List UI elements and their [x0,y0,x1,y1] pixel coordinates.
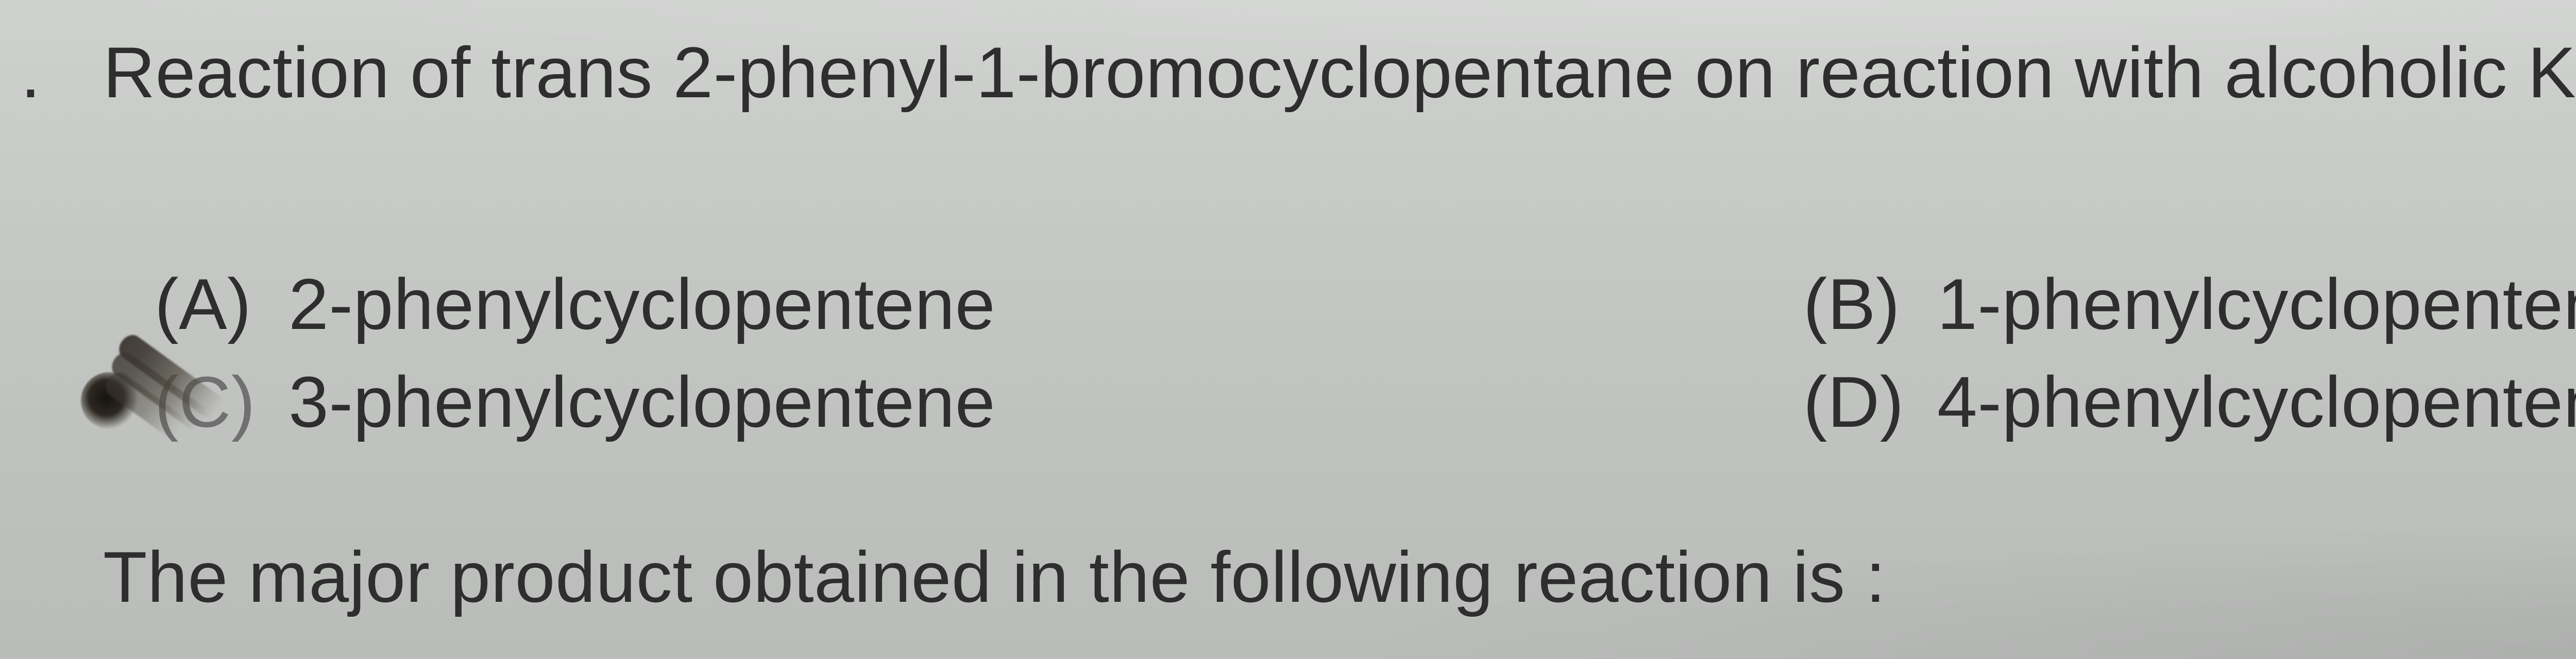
option-a-letter: (A) [155,263,251,346]
option-b-letter: (B) [1803,263,1900,346]
next-question-stem: The major product obtained in the follow… [103,535,1886,619]
option-b-text: 1-phenylcyclopentene [1937,263,2576,346]
option-c-text: 3-phenylcyclopentene [289,360,995,444]
option-d-letter: (D) [1803,360,1904,444]
option-d-text: 4-phenylcyclopentene [1937,360,2576,444]
scanned-page: . Reaction of trans 2-phenyl-1-bromocycl… [0,0,2576,659]
question-stem: Reaction of trans 2-phenyl-1-bromocyclop… [103,31,2576,114]
option-a-text: 2-phenylcyclopentene [289,263,995,346]
question-bullet: . [21,31,41,114]
option-c-letter: (C) [155,360,256,444]
